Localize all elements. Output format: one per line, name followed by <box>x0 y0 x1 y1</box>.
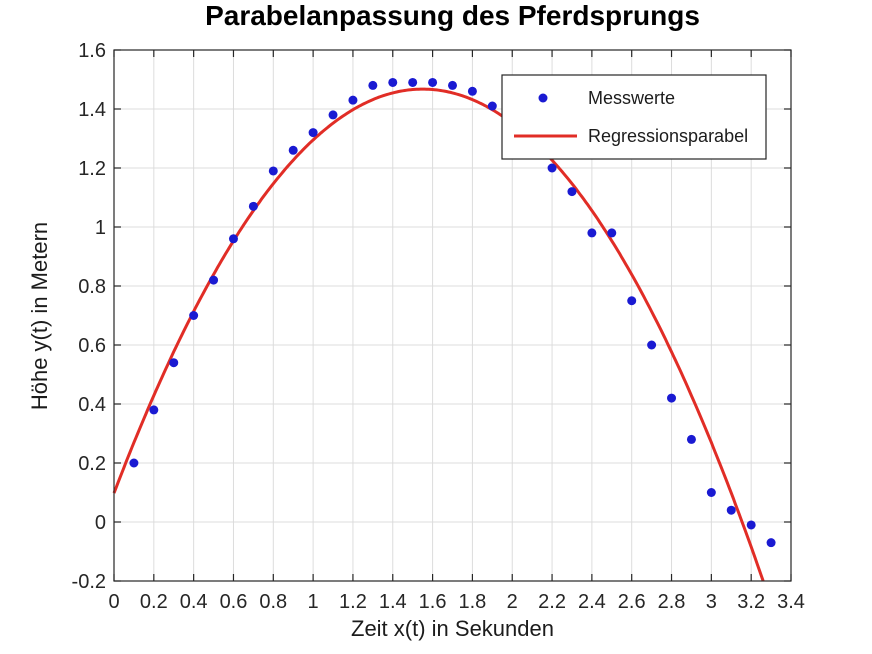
data-point <box>587 228 597 238</box>
x-tick-label: 0 <box>108 591 119 613</box>
data-point <box>627 296 637 306</box>
x-tick-label: 1.6 <box>419 591 447 613</box>
y-tick-label: -0.2 <box>72 571 106 593</box>
y-tick-label: 0.2 <box>78 453 106 475</box>
data-point <box>547 163 557 173</box>
x-tick-label: 3.4 <box>777 591 805 613</box>
data-point <box>388 77 398 87</box>
legend-box <box>501 74 767 160</box>
legend-label-regressionsparabel: Regressionsparabel <box>588 126 748 146</box>
data-point <box>706 488 716 497</box>
y-tick-label: 1.2 <box>78 158 106 180</box>
x-tick-label: 1.8 <box>459 591 487 613</box>
data-point <box>487 101 497 111</box>
data-point <box>348 95 358 105</box>
y-tick-label: 1.4 <box>78 99 106 121</box>
chart-title: Parabelanpassung des Pferdsprungs <box>205 0 700 31</box>
data-point <box>308 128 318 138</box>
y-tick-label: 0.6 <box>78 335 106 357</box>
data-point <box>567 187 577 197</box>
legend-marker-dot-icon <box>538 93 548 103</box>
legend-label-messwerte: Messwerte <box>588 88 675 108</box>
data-point <box>368 80 378 90</box>
x-axis-label: Zeit x(t) in Sekunden <box>351 616 554 641</box>
data-point <box>408 77 418 87</box>
data-point <box>328 110 338 120</box>
x-tick-label: 1 <box>308 591 319 613</box>
data-point <box>228 234 238 244</box>
data-point <box>149 405 159 415</box>
regression-parabola-path <box>112 87 765 582</box>
data-point <box>746 520 756 530</box>
data-point <box>467 86 477 96</box>
y-tick-label: 0.4 <box>78 394 106 416</box>
y-tick-label: 0.8 <box>78 276 106 298</box>
axes-frame <box>113 49 792 582</box>
x-tick-label: 2 <box>507 591 518 613</box>
x-tick-label: 0.2 <box>140 591 168 613</box>
y-tick-label: 1 <box>95 217 106 239</box>
data-point <box>726 505 736 515</box>
y-tick-label: 0 <box>95 512 106 534</box>
x-tick-label: 3 <box>706 591 717 613</box>
x-tick-label: 2.8 <box>658 591 686 613</box>
data-point <box>448 80 457 90</box>
y-tick-labels: -0.2 0 0.2 0.4 0.6 0.8 1 1.2 1.4 1.6 <box>72 40 106 593</box>
x-tick-label: 2.4 <box>578 591 606 613</box>
data-point <box>667 393 677 403</box>
x-tick-label: 3.2 <box>737 591 765 613</box>
data-point <box>209 275 219 285</box>
axes-box <box>113 49 792 582</box>
data-point <box>189 311 199 320</box>
x-tick-label: 2.2 <box>538 591 566 613</box>
x-tick-label: 0.6 <box>220 591 248 613</box>
data-point <box>428 77 438 87</box>
data-point <box>248 201 258 211</box>
data-point <box>268 166 278 176</box>
data-point <box>647 340 657 350</box>
x-tick-label: 0.4 <box>180 591 208 613</box>
data-point <box>288 145 298 155</box>
legend: Messwerte Regressionsparabel <box>501 74 767 160</box>
y-tick-label: 1.6 <box>78 40 106 62</box>
x-tick-label: 2.6 <box>618 591 646 613</box>
x-tick-label: 0.8 <box>259 591 287 613</box>
data-point <box>607 228 617 238</box>
data-point <box>169 358 179 368</box>
data-point <box>766 538 776 548</box>
x-tick-labels: 0 0.2 0.4 0.6 0.8 1 1.2 1.4 1.6 1.8 2 2.2 2.4 2.6 2.8 3… <box>108 591 804 613</box>
data-point <box>129 458 139 468</box>
x-tick-label: 1.2 <box>339 591 367 613</box>
measurement-points <box>129 77 776 548</box>
regression-curve <box>112 87 765 582</box>
x-tick-label: 1.4 <box>379 591 407 613</box>
data-point <box>686 434 696 444</box>
